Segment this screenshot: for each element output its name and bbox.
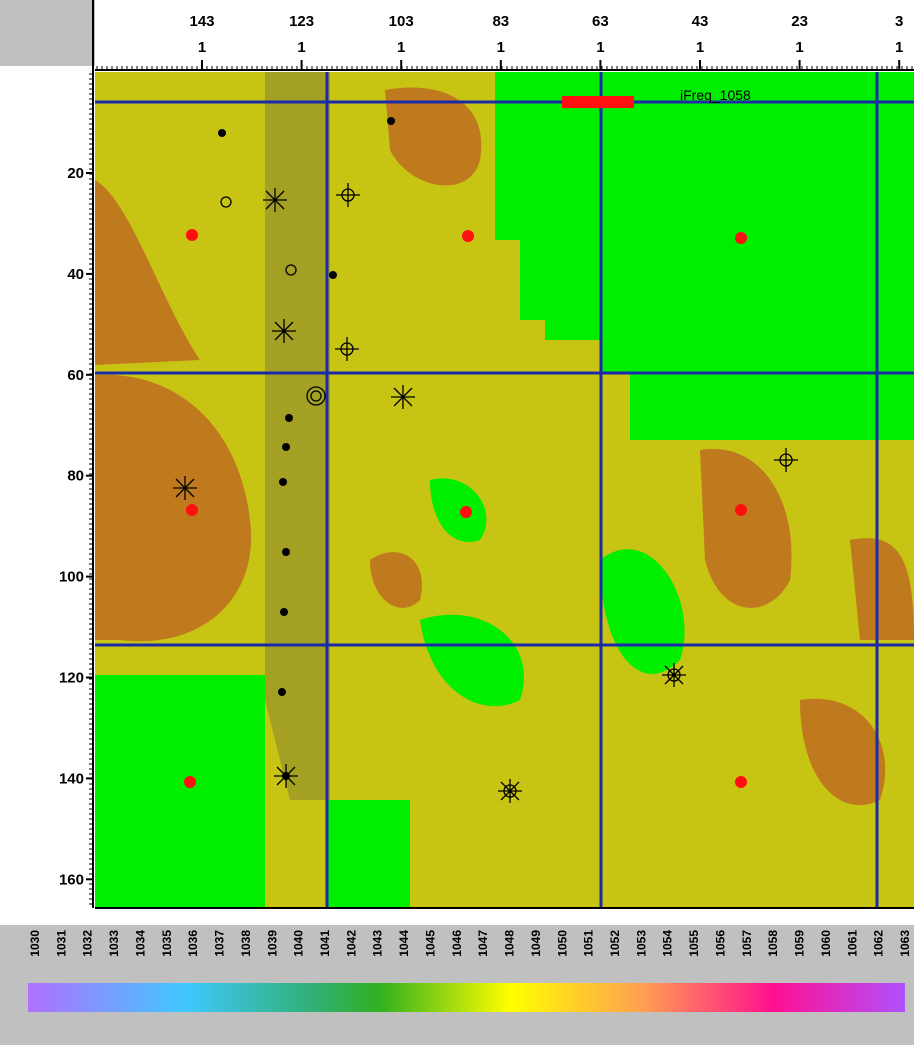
colorbar-label: 1043 [371, 930, 385, 957]
colorbar-label: 1048 [503, 930, 517, 957]
colorbar-label: 1062 [872, 930, 886, 957]
left-tick-label: 60 [67, 367, 84, 384]
left-tick-label: 100 [59, 569, 84, 586]
marker [186, 504, 198, 516]
top-tick-sublabel: 1 [895, 39, 903, 56]
marker [735, 776, 747, 788]
top-tick-label: 143 [189, 13, 214, 30]
colorbar [28, 983, 905, 1012]
green-zone [327, 800, 410, 908]
top-tick-sublabel: 1 [397, 39, 405, 56]
colorbar-label: 1052 [608, 930, 622, 957]
top-tick-label: 103 [389, 13, 414, 30]
well [279, 478, 287, 486]
top-tick-sublabel: 1 [497, 39, 505, 56]
left-tick-label: 160 [59, 871, 84, 888]
colorbar-label: 1037 [213, 930, 227, 957]
colorbar-label: 1057 [740, 930, 754, 957]
colorbar-label: 1039 [265, 930, 279, 957]
marker [184, 776, 196, 788]
top-tick-label: 43 [692, 13, 709, 30]
colorbar-label: 1033 [107, 930, 121, 957]
colorbar-label: 1040 [292, 930, 306, 957]
well [218, 129, 226, 137]
well [282, 443, 290, 451]
colorbar-label: 1056 [713, 930, 727, 957]
colorbar-label: 1032 [81, 930, 95, 957]
colorbar-label: 1053 [634, 930, 648, 957]
top-tick-sublabel: 1 [198, 39, 206, 56]
colorbar-label: 1059 [793, 930, 807, 957]
colorbar-label: 1045 [423, 930, 437, 957]
well [282, 548, 290, 556]
marker [735, 504, 747, 516]
top-tick-label: 63 [592, 13, 609, 30]
left-tick-label: 140 [59, 770, 84, 787]
colorbar-label: 1060 [819, 930, 833, 957]
well [285, 414, 293, 422]
colorbar-label: 1061 [845, 930, 859, 957]
marker [462, 230, 474, 242]
colorbar-label: 1054 [661, 930, 675, 957]
corner [0, 0, 95, 66]
colorbar-label: 1042 [344, 930, 358, 957]
top-tick-label: 3 [895, 13, 903, 30]
top-tick-label: 83 [492, 13, 509, 30]
top-tick-sublabel: 1 [297, 39, 305, 56]
marker [186, 229, 198, 241]
colorbar-label: 1058 [766, 930, 780, 957]
colorbar-label: 1044 [397, 930, 411, 957]
red-label [562, 96, 634, 108]
colorbar-label: 1034 [133, 930, 147, 957]
colorbar-label: 1036 [186, 930, 200, 957]
colorbar-label: 1055 [687, 930, 701, 957]
colorbar-label: 1038 [239, 930, 253, 957]
top-tick-sublabel: 1 [795, 39, 803, 56]
colorbar-label: 1031 [54, 930, 68, 957]
marker [735, 232, 747, 244]
map-annotation: iFreq_1058 [680, 87, 751, 103]
map-view: iFreq_1058 14311231103183163143123131204… [0, 0, 914, 1045]
well [278, 688, 286, 696]
olive-band [265, 72, 330, 800]
colorbar-label: 1047 [476, 930, 490, 957]
colorbar-label: 1050 [555, 930, 569, 957]
page: { "top_axis": { "labels": [ {"line1": 14… [0, 0, 914, 1045]
top-tick-sublabel: 1 [596, 39, 604, 56]
colorbar-label: 1035 [160, 930, 174, 957]
top-tick-sublabel: 1 [696, 39, 704, 56]
left-tick-label: 40 [67, 266, 84, 283]
top-tick-label: 123 [289, 13, 314, 30]
left-tick-label: 20 [67, 165, 84, 182]
map-area: iFreq_1058 [95, 72, 914, 908]
well [387, 117, 395, 125]
marker [460, 506, 472, 518]
colorbar-label: 1030 [28, 930, 42, 957]
left-tick-label: 120 [59, 670, 84, 687]
well [329, 271, 337, 279]
left-tick-label: 80 [67, 468, 84, 485]
colorbar-label: 1063 [898, 930, 912, 957]
colorbar-label: 1041 [318, 930, 332, 957]
top-tick-label: 23 [791, 13, 808, 30]
colorbar-label: 1051 [582, 930, 596, 957]
colorbar-label: 1049 [529, 930, 543, 957]
colorbar-label: 1046 [450, 930, 464, 957]
well [280, 608, 288, 616]
green-zone [95, 675, 265, 908]
